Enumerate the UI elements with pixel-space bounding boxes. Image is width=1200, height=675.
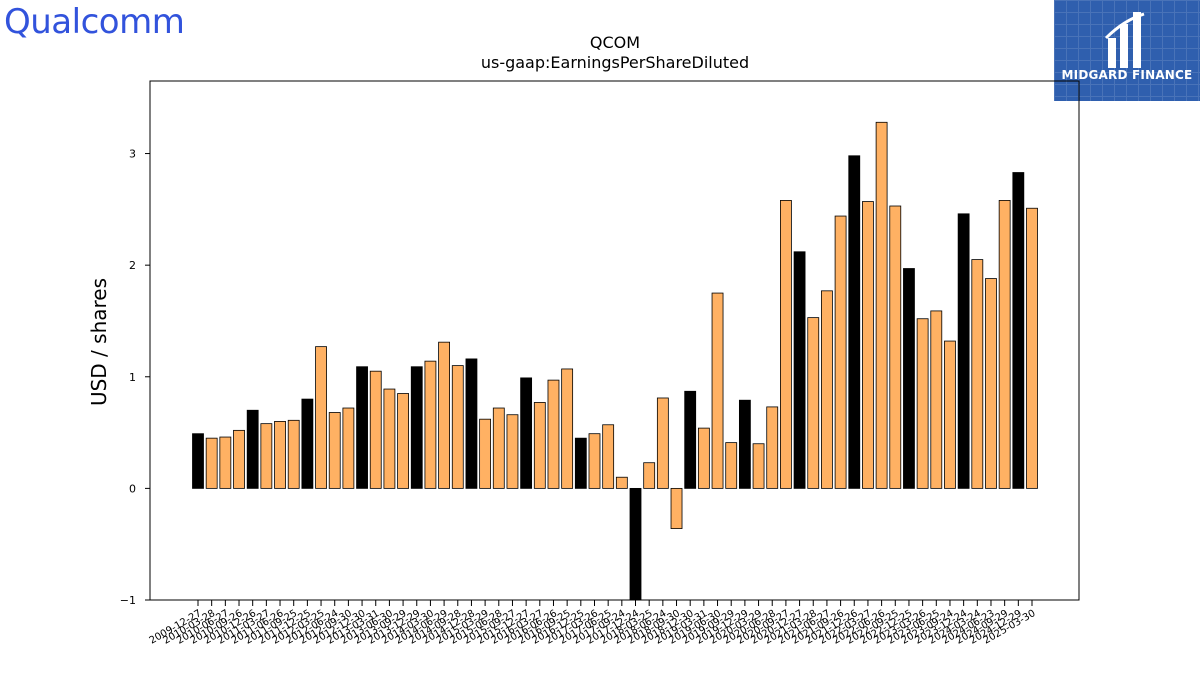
bar-2011-03-27 — [260, 423, 273, 489]
bar-2022-09-25 — [889, 205, 902, 489]
bar-2010-12-26 — [246, 409, 259, 489]
bar-2024-03-24 — [971, 259, 984, 489]
bar-2023-12-24 — [957, 213, 970, 489]
bar-2025-03-30 — [1026, 207, 1038, 489]
bar-2023-03-26 — [916, 318, 929, 489]
bars-group — [192, 121, 1038, 601]
y-tick-label: 1 — [129, 371, 136, 384]
bar-2009-12-27 — [192, 433, 204, 489]
bar-2014-03-30 — [424, 360, 437, 489]
bar-2015-12-27 — [520, 377, 533, 489]
bar-2020-06-28 — [766, 406, 779, 489]
y-ticks-group: −1 0 1 2 3 — [120, 148, 150, 607]
y-axis-label: USD / shares — [87, 278, 111, 406]
midgard-finance-badge: MIDGARD FINANCE — [1054, 0, 1200, 101]
bar-2020-03-29 — [752, 443, 765, 489]
chart-title: QCOM — [590, 33, 640, 52]
qualcomm-logo: Qualcomm — [4, 2, 185, 42]
bar-2023-06-25 — [930, 310, 943, 489]
y-tick-label: 3 — [129, 148, 136, 161]
y-tick-label: 0 — [129, 482, 136, 495]
bar-2020-12-27 — [793, 251, 806, 489]
bar-2019-09-29 — [725, 442, 738, 489]
y-tick-label: −1 — [120, 594, 136, 607]
x-ticks-group: 2009-12-272010-03-282010-06-272010-09-26… — [148, 600, 1038, 647]
bar-2018-12-30 — [684, 390, 697, 489]
bar-2019-12-29 — [738, 399, 751, 489]
bar-2020-09-27 — [780, 200, 792, 489]
plot-frame — [149, 80, 1080, 601]
bar-2018-09-30 — [670, 487, 683, 529]
bar-2012-09-30 — [342, 407, 355, 489]
bar-2017-03-26 — [588, 433, 601, 489]
bar-2016-12-25 — [574, 437, 587, 489]
bar-2011-12-25 — [301, 398, 314, 489]
bar-2011-06-26 — [274, 421, 286, 489]
bar-2015-06-28 — [492, 407, 505, 489]
bar-2010-06-27 — [219, 436, 232, 489]
bar-2010-03-28 — [205, 437, 218, 489]
chart-subtitle: us-gaap:EarningsPerShareDiluted — [481, 53, 749, 72]
bar-2015-09-27 — [506, 414, 519, 489]
bar-2022-12-25 — [903, 268, 915, 489]
midgard-logo-icon — [1104, 12, 1145, 68]
bar-2013-09-29 — [397, 393, 409, 489]
bar-2012-03-25 — [315, 346, 327, 489]
bar-2013-12-29 — [410, 366, 423, 489]
badge-label: MIDGARD FINANCE — [1061, 68, 1193, 82]
bar-2014-09-28 — [451, 365, 464, 489]
bar-2012-06-24 — [328, 412, 341, 489]
bar-2022-06-26 — [875, 121, 888, 489]
bar-2013-03-31 — [369, 370, 382, 489]
bar-2012-12-30 — [356, 366, 368, 489]
bar-2023-09-24 — [944, 340, 956, 489]
bar-2016-09-25 — [561, 368, 574, 489]
bar-2019-06-30 — [711, 292, 724, 489]
bar-2016-06-26 — [547, 379, 560, 489]
bar-2017-06-25 — [602, 424, 615, 489]
bar-2014-06-29 — [438, 341, 450, 489]
bar-2024-12-29 — [1012, 172, 1025, 489]
bar-2017-09-24 — [615, 476, 628, 489]
bar-2015-03-29 — [479, 418, 492, 489]
bar-2010-09-26 — [233, 429, 245, 489]
bar-2016-03-27 — [533, 402, 546, 489]
bar-2022-03-27 — [862, 201, 874, 489]
bar-2017-12-24 — [629, 487, 642, 601]
bar-2024-09-29 — [998, 200, 1011, 489]
bar-2021-12-26 — [848, 155, 861, 489]
bar-2021-09-26 — [834, 215, 847, 489]
y-tick-label: 2 — [129, 259, 136, 272]
bar-2021-06-27 — [821, 290, 833, 489]
bar-2018-03-25 — [643, 462, 656, 489]
bar-2019-03-31 — [697, 427, 710, 489]
bar-2014-12-28 — [465, 358, 478, 489]
bar-2018-06-24 — [656, 397, 669, 489]
bar-2024-06-23 — [985, 278, 997, 489]
bar-2021-03-28 — [807, 317, 820, 489]
bar-2013-06-30 — [383, 388, 396, 489]
bar-2011-09-25 — [287, 419, 300, 489]
